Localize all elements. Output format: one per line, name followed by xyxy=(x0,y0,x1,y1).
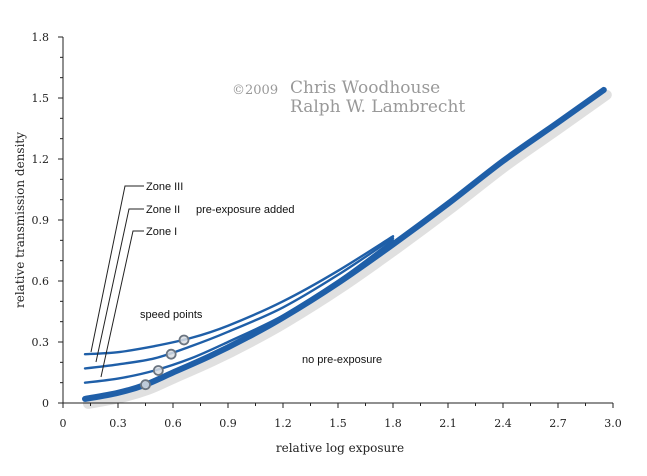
speed-point-zone-iii xyxy=(178,334,190,346)
x-tick-label: 2.7 xyxy=(549,417,567,430)
curve-no-pre-exposure xyxy=(82,86,607,402)
label-zone-i: Zone I xyxy=(146,226,177,238)
x-tick-label: 1.2 xyxy=(274,417,292,430)
y-tick-label: 1.8 xyxy=(32,31,50,44)
x-tick-label: 0.6 xyxy=(164,417,182,430)
x-tick-label: 0.9 xyxy=(219,417,237,430)
x-tick-label: 1.5 xyxy=(329,417,347,430)
y-tick-label: 0.3 xyxy=(32,336,50,349)
copyright-symbol: ©2009 xyxy=(232,83,278,98)
label-zone-ii: Zone II xyxy=(146,204,180,216)
y-tick-label: 0 xyxy=(42,397,49,410)
x-tick-label: 0 xyxy=(60,417,67,430)
curve-zone-iii xyxy=(83,235,395,356)
y-tick-label: 1.2 xyxy=(32,153,50,166)
speed-point-zone-i xyxy=(152,365,164,376)
y-tick-label: 1.5 xyxy=(32,92,50,105)
x-tick-label: 0.3 xyxy=(109,417,127,430)
axes: 0 0.3 0.6 0.9 1.2 1.5 1.8 2.1 2.4 2.7 3.0 0 0.3 0.6 0.… xyxy=(32,31,622,430)
label-no-pre-exposure: no pre-exposure xyxy=(302,354,382,366)
y-tick-label: 0.9 xyxy=(32,214,50,227)
label-pre-exposure: pre-exposure added xyxy=(196,204,294,216)
curve-shadow-no-pre-exposure xyxy=(83,89,612,409)
y-tick-label: 0.6 xyxy=(32,275,50,288)
x-axis-title: relative log exposure xyxy=(276,441,404,455)
x-tick-label: 2.4 xyxy=(494,417,512,430)
x-tick-label: 2.1 xyxy=(439,417,457,430)
x-tick-label: 1.8 xyxy=(384,417,402,430)
copyright-author-2: Ralph W. Lambrecht xyxy=(290,97,465,117)
annotations: ©2009 Chris Woodhouse Ralph W. Lambrecht… xyxy=(90,78,465,378)
curve-zone-i xyxy=(83,239,395,384)
label-zone-iii: Zone III xyxy=(146,181,183,193)
y-axis-title: relative transmission density xyxy=(13,132,27,308)
speed-point-zone-ii xyxy=(165,348,177,360)
speed-point-no-pre-exposure xyxy=(140,379,151,391)
speed-point-markers xyxy=(140,334,190,391)
leader-zone-ii xyxy=(95,208,144,363)
leader-zone-iii xyxy=(90,185,144,353)
leader-zone-i xyxy=(100,230,144,378)
copyright-author-1: Chris Woodhouse xyxy=(290,78,440,98)
curve-zone-ii xyxy=(83,237,395,370)
label-speed-points: speed points xyxy=(140,309,203,321)
x-tick-label: 3.0 xyxy=(604,417,622,430)
